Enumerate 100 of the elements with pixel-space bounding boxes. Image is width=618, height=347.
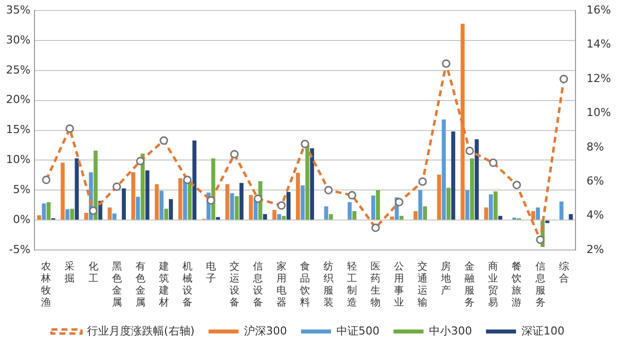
bar (154, 184, 159, 220)
bar (545, 220, 550, 224)
bar (145, 170, 150, 220)
y-tick-label: 0% (12, 212, 30, 226)
bar (188, 180, 192, 220)
x-tick-label: 有色金属 (135, 260, 146, 309)
bar (168, 199, 173, 220)
x-tick-label: 房地产 (440, 260, 452, 297)
x-tick-label: 综合 (558, 260, 569, 285)
bar (192, 140, 196, 220)
x-tick-label: 农林牧渔 (40, 262, 52, 309)
bar (352, 211, 356, 220)
bar (488, 194, 493, 220)
bar (230, 193, 234, 220)
bar (451, 131, 456, 220)
bar (159, 190, 164, 220)
y2-tick-label: 14% (586, 38, 612, 51)
x-tick-label: 医药生物 (370, 262, 381, 309)
bar (216, 217, 220, 220)
bar (531, 211, 536, 220)
bar (94, 150, 98, 220)
bar (328, 214, 333, 220)
bar (494, 191, 498, 220)
bar (437, 174, 442, 220)
bar (263, 214, 268, 220)
x-tick-label: 信息服务 (534, 260, 546, 309)
bar (484, 208, 488, 220)
y-tick-label: -5% (9, 242, 30, 256)
bar (442, 120, 446, 220)
y-tick-label: 5% (12, 183, 30, 196)
bar (324, 206, 328, 220)
bar (84, 212, 88, 220)
bar (122, 188, 126, 220)
bar (536, 208, 540, 220)
bar (559, 202, 564, 220)
bar (136, 196, 140, 220)
bar (399, 216, 404, 220)
x-tick-label: 采掘 (64, 260, 75, 285)
bar (131, 172, 136, 220)
bar (305, 145, 310, 220)
bar (60, 162, 65, 220)
legend-label: 行业月度涨跌幅(右轴) (86, 324, 195, 338)
bar (296, 172, 300, 220)
x-tick-label: 机械设备 (182, 260, 192, 309)
bar (446, 188, 451, 220)
bar (376, 190, 380, 220)
x-tick-label: 轻工制造 (347, 260, 358, 309)
bar (286, 192, 291, 220)
bar (418, 190, 422, 220)
bar (474, 139, 479, 220)
x-tick-label: 餐饮旅游 (510, 260, 522, 309)
legend-label: 中小300 (429, 324, 472, 338)
bar (414, 211, 418, 220)
y2-tick-label: 10% (586, 106, 612, 120)
bar (248, 194, 253, 220)
bar (310, 148, 314, 220)
bar (568, 214, 573, 220)
bar (234, 196, 239, 220)
x-tick-label: 黑色金属 (112, 262, 122, 309)
y-tick-label: 10% (6, 153, 30, 166)
bar (37, 215, 42, 220)
bar (164, 208, 168, 220)
y2-tick-label: 16% (586, 3, 612, 16)
x-tick-label: 食品饮料 (299, 260, 310, 309)
bar (74, 158, 79, 220)
bar (422, 206, 427, 220)
bar (470, 158, 474, 220)
y2-tick-label: 8% (586, 140, 604, 154)
bar (371, 196, 376, 220)
bar (112, 213, 116, 220)
y-tick-label: 30% (6, 33, 30, 46)
y2-tick-label: 2% (586, 242, 604, 256)
bar (300, 185, 305, 220)
y2-tick-label: 6% (586, 174, 604, 188)
bar (348, 202, 352, 220)
y-tick-label: 35% (6, 3, 30, 16)
y-tick-label: 15% (6, 123, 30, 136)
bar (70, 208, 74, 220)
legend-label: 深证100 (522, 324, 565, 338)
bar (225, 184, 230, 220)
x-tick-label: 商业贸易 (488, 260, 498, 309)
bar (239, 182, 244, 220)
bar (108, 208, 112, 220)
x-tick-label: 信息设备 (252, 260, 263, 309)
bar (282, 216, 286, 220)
x-tick-label: 纺织服装 (324, 260, 334, 309)
x-tick-label: 家用电器 (276, 260, 286, 309)
legend-label: 沪深300 (244, 324, 288, 338)
bar (178, 178, 182, 220)
bar (46, 202, 51, 220)
bar (390, 216, 394, 220)
bar (465, 190, 470, 220)
x-tick-label: 交通运输 (418, 260, 428, 309)
y-tick-label: 20% (6, 93, 30, 106)
x-tick-label: 公用事业 (394, 260, 404, 309)
bar (42, 203, 46, 220)
y2-tick-label: 12% (586, 72, 612, 85)
legend-label: 中证500 (336, 324, 380, 338)
x-tick-label: 金融服务 (464, 260, 475, 309)
x-tick-label: 化工 (88, 260, 98, 285)
